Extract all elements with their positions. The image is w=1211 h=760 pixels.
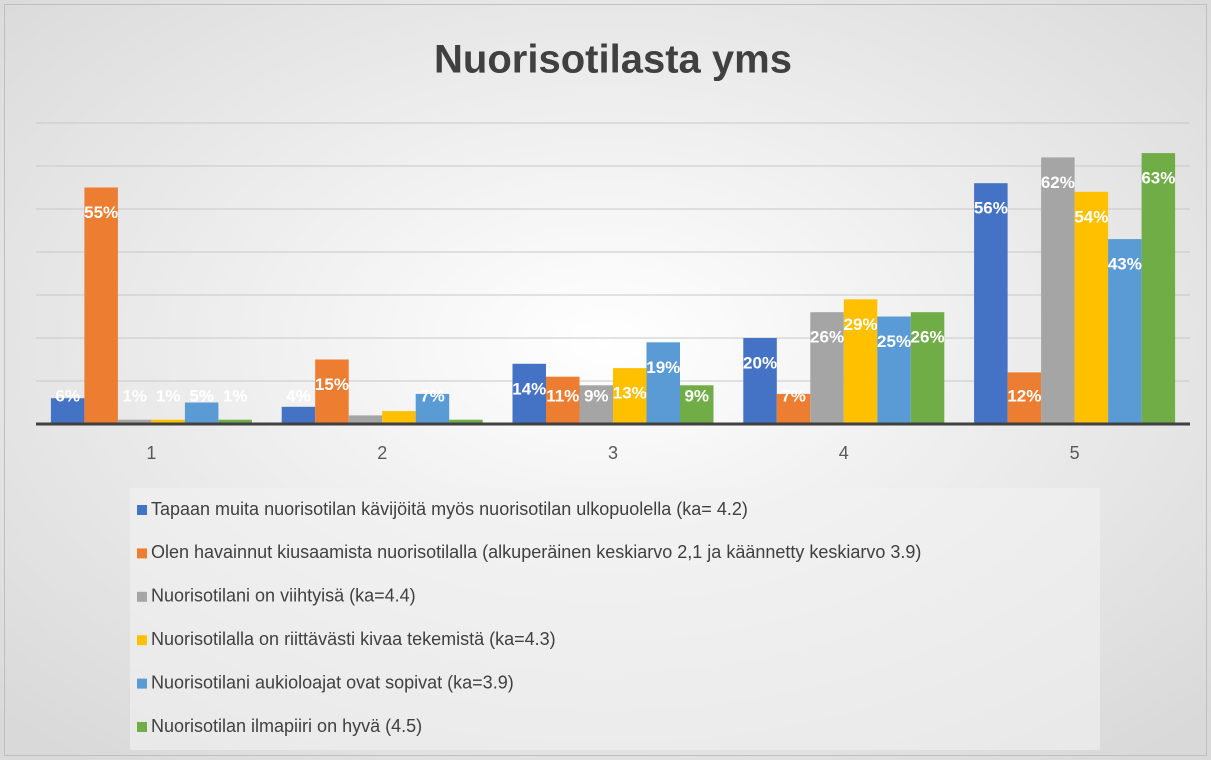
bar bbox=[974, 183, 1008, 424]
x-tick-label: 4 bbox=[839, 443, 849, 463]
legend-label: Nuorisotilan ilmapiiri on hyvä (4.5) bbox=[151, 716, 422, 736]
chart-title: Nuorisotilasta yms bbox=[434, 38, 792, 82]
bar bbox=[348, 415, 383, 424]
legend-marker bbox=[137, 635, 147, 646]
data-label: 1% bbox=[122, 386, 147, 405]
legend-box bbox=[130, 488, 1100, 750]
bar bbox=[613, 368, 647, 424]
bar bbox=[743, 338, 777, 424]
data-label: 9% bbox=[684, 386, 709, 405]
data-label: 4% bbox=[286, 386, 311, 405]
bar bbox=[680, 385, 714, 424]
data-label: 56% bbox=[974, 199, 1008, 218]
data-label: 11% bbox=[546, 386, 579, 405]
data-label: 54% bbox=[1074, 207, 1108, 226]
data-label: 62% bbox=[1041, 173, 1075, 192]
bar bbox=[50, 398, 85, 424]
data-label: 14% bbox=[512, 379, 546, 398]
bar bbox=[151, 419, 185, 424]
bar bbox=[184, 402, 219, 424]
data-label: 26% bbox=[911, 328, 945, 347]
data-label: 9% bbox=[584, 386, 609, 405]
data-label: 7% bbox=[420, 386, 445, 405]
legend-marker bbox=[137, 678, 147, 689]
legend-label: Tapaan muita nuorisotilan kävijöitä myös… bbox=[151, 499, 748, 519]
bar bbox=[910, 312, 945, 424]
data-label: 63% bbox=[1141, 169, 1175, 188]
bar bbox=[315, 359, 349, 424]
bar bbox=[810, 312, 844, 424]
legend-label: Nuorisotilani aukioloajat ovat sopivat (… bbox=[151, 672, 514, 692]
bar bbox=[1141, 153, 1176, 424]
data-label: 15% bbox=[315, 375, 349, 394]
bar bbox=[84, 187, 118, 424]
x-tick-label: 2 bbox=[377, 443, 387, 463]
data-label: 12% bbox=[1007, 386, 1041, 405]
x-tick-label: 5 bbox=[1070, 443, 1080, 463]
legend-marker bbox=[137, 722, 147, 732]
data-label: 1% bbox=[223, 386, 248, 405]
legend-marker bbox=[137, 505, 147, 515]
legend-marker bbox=[137, 591, 147, 602]
bar bbox=[1108, 239, 1142, 424]
data-label: 7% bbox=[781, 386, 806, 405]
bar bbox=[877, 316, 911, 424]
data-label: 1% bbox=[156, 386, 181, 405]
x-tick-label: 1 bbox=[146, 443, 156, 463]
bar bbox=[1074, 191, 1109, 424]
data-label: 43% bbox=[1108, 255, 1142, 274]
bar bbox=[449, 419, 483, 424]
data-label: 20% bbox=[743, 353, 777, 372]
bar bbox=[382, 411, 416, 424]
bar bbox=[1041, 157, 1075, 424]
bar bbox=[117, 419, 152, 424]
data-label: 55% bbox=[84, 203, 118, 222]
data-label: 5% bbox=[189, 386, 214, 405]
bar bbox=[646, 342, 680, 424]
data-label: 13% bbox=[613, 384, 647, 403]
data-label: 6% bbox=[55, 386, 80, 405]
data-label: 26% bbox=[810, 328, 844, 347]
bar bbox=[1007, 372, 1042, 424]
bar bbox=[281, 406, 316, 424]
legend-marker bbox=[137, 548, 147, 559]
x-tick-label: 3 bbox=[608, 443, 618, 463]
bar bbox=[546, 376, 580, 424]
bar bbox=[415, 393, 450, 424]
data-label: 29% bbox=[844, 315, 878, 334]
bar bbox=[776, 393, 811, 424]
frame bbox=[4, 4, 1207, 756]
bar bbox=[843, 299, 878, 424]
bar bbox=[512, 363, 546, 424]
legend-label: Olen havainnut kiusaamista nuorisotilall… bbox=[151, 542, 921, 562]
data-label: 19% bbox=[646, 358, 680, 377]
legend-label: Nuorisotilani on viihtyisä (ka=4.4) bbox=[151, 586, 416, 606]
bar bbox=[218, 419, 252, 424]
data-label: 25% bbox=[877, 332, 911, 351]
bar bbox=[579, 385, 613, 424]
legend-label: Nuorisotilalla on riittävästi kivaa teke… bbox=[151, 629, 556, 649]
